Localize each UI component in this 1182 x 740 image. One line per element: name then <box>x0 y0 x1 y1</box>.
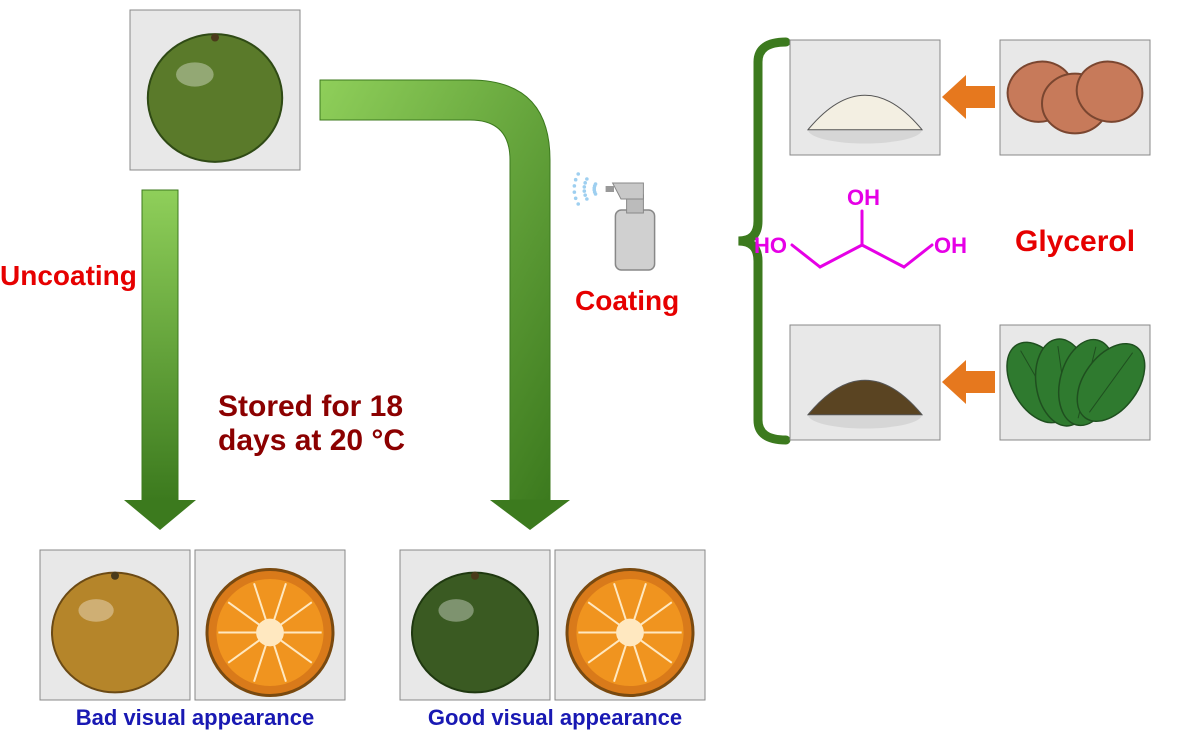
arrow-uncoating <box>124 190 196 530</box>
coating-label: Coating <box>575 285 679 317</box>
arrow-coating <box>320 80 570 530</box>
arrow-ingredient-bottom <box>942 360 995 404</box>
image-placeholders <box>40 10 1159 700</box>
chem-oh-left: HO <box>754 233 787 259</box>
glycerol-structure <box>792 211 932 267</box>
good-caption: Good visual appearance <box>400 705 710 731</box>
spray-bottle-icon <box>573 172 655 270</box>
chem-oh-top: OH <box>847 185 880 211</box>
chem-oh-right: OH <box>934 233 967 259</box>
glycerol-label: Glycerol <box>1015 225 1135 259</box>
diagram-stage: Uncoating Coating Stored for 18 days at … <box>0 0 1182 740</box>
storage-label: Stored for 18 days at 20 °C <box>218 390 405 458</box>
uncoating-label: Uncoating <box>0 260 137 292</box>
graphics-layer <box>0 0 1182 740</box>
bad-caption: Bad visual appearance <box>60 705 330 731</box>
arrow-ingredient-top <box>942 75 995 119</box>
